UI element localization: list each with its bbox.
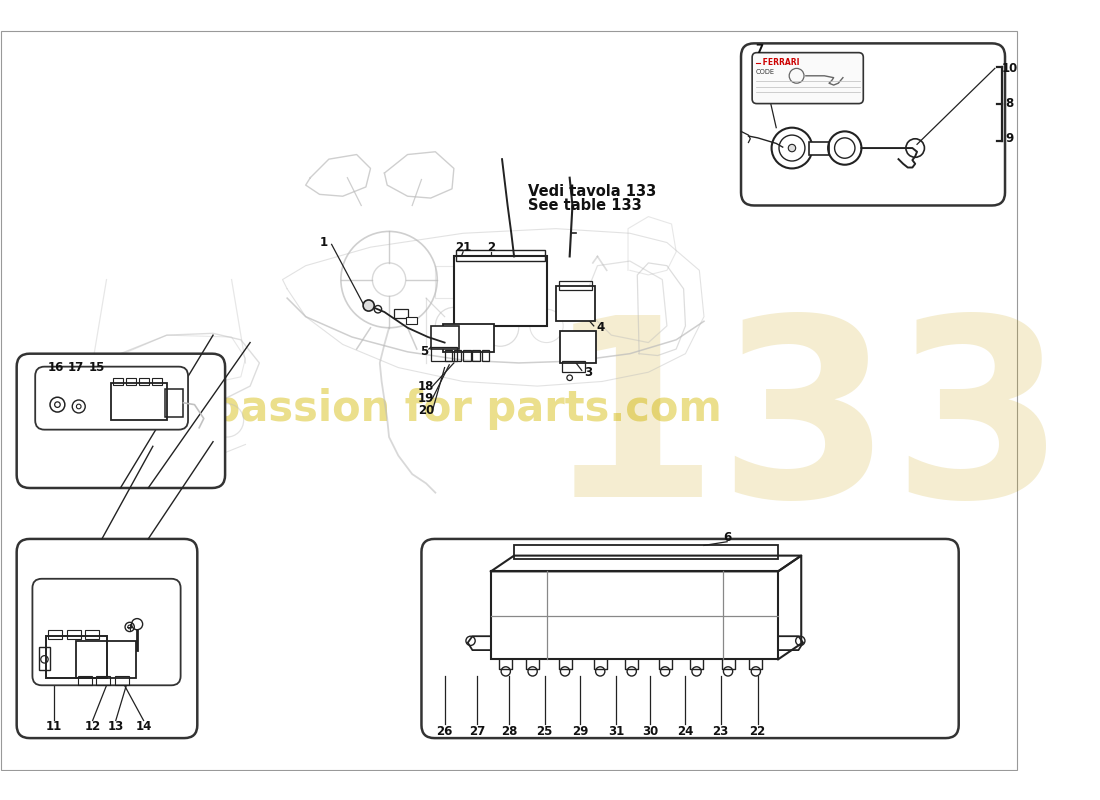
Circle shape [363,300,374,311]
Text: 4: 4 [596,322,604,334]
FancyBboxPatch shape [752,53,864,103]
Text: 3: 3 [584,366,592,378]
FancyBboxPatch shape [16,354,226,488]
Text: FERRARI: FERRARI [760,58,799,67]
Text: 15: 15 [89,361,106,374]
Bar [48,630,62,639]
Text: 22: 22 [749,725,766,738]
Bar [113,378,123,385]
Text: 29: 29 [572,725,588,738]
Text: 30: 30 [642,725,659,738]
Bar [111,383,167,420]
Bar [454,350,461,361]
FancyBboxPatch shape [421,539,959,738]
Bar [560,330,595,363]
Text: CODE: CODE [756,69,774,75]
Text: 27: 27 [469,725,485,738]
FancyBboxPatch shape [32,578,180,686]
Bar [431,326,459,349]
Text: 28: 28 [502,725,518,738]
Bar [436,266,486,298]
Text: 16: 16 [47,361,64,374]
Text: 13: 13 [108,719,124,733]
Text: 21: 21 [455,241,471,254]
Text: 2: 2 [487,241,495,254]
Bar [152,378,162,385]
Bar [463,350,471,361]
Text: 5: 5 [420,346,428,358]
Text: 133: 133 [544,306,1067,549]
Bar [491,571,778,659]
Bar [139,378,150,385]
Text: 20: 20 [418,404,434,417]
Bar [562,361,585,372]
FancyBboxPatch shape [741,43,1005,206]
Circle shape [789,144,795,152]
FancyBboxPatch shape [35,366,188,430]
Text: 25: 25 [537,725,553,738]
Text: 12: 12 [85,719,101,733]
Text: 8: 8 [1005,97,1014,110]
Bar [85,630,99,639]
Text: 31: 31 [608,725,624,738]
Text: 6: 6 [723,530,732,543]
Text: 10: 10 [1001,62,1018,75]
Bar [97,676,110,686]
Bar [46,636,107,678]
Text: 7: 7 [756,43,763,56]
Text: 19: 19 [418,392,434,405]
Text: 9: 9 [1005,132,1014,146]
Bar [78,676,91,686]
Bar [444,350,452,361]
Text: 26: 26 [437,725,453,738]
Text: a passion for parts.com: a passion for parts.com [167,388,722,430]
Bar [472,350,480,361]
Bar [454,257,547,326]
Bar [808,142,829,154]
Bar [39,647,50,670]
FancyBboxPatch shape [16,539,197,738]
Bar [394,310,408,318]
Bar [67,630,80,639]
Text: 11: 11 [45,719,62,733]
Text: 17: 17 [68,361,84,374]
Text: Vedi tavola 133: Vedi tavola 133 [528,184,657,199]
Text: 23: 23 [713,725,729,738]
Bar [431,347,456,361]
Bar [559,281,592,290]
Text: 18: 18 [418,380,434,393]
Text: 24: 24 [678,725,694,738]
Bar [114,676,129,686]
Bar [116,406,208,442]
Text: 1: 1 [320,236,328,249]
Bar [76,641,136,678]
Bar [482,350,490,361]
Bar [556,286,595,322]
Text: M: M [157,422,167,433]
Text: 14: 14 [135,719,152,733]
Bar [514,546,778,559]
Bar [126,378,136,385]
Bar [455,250,544,261]
Text: See table 133: See table 133 [528,198,641,213]
Bar [443,324,494,352]
Bar [406,317,417,324]
Bar [165,389,184,417]
